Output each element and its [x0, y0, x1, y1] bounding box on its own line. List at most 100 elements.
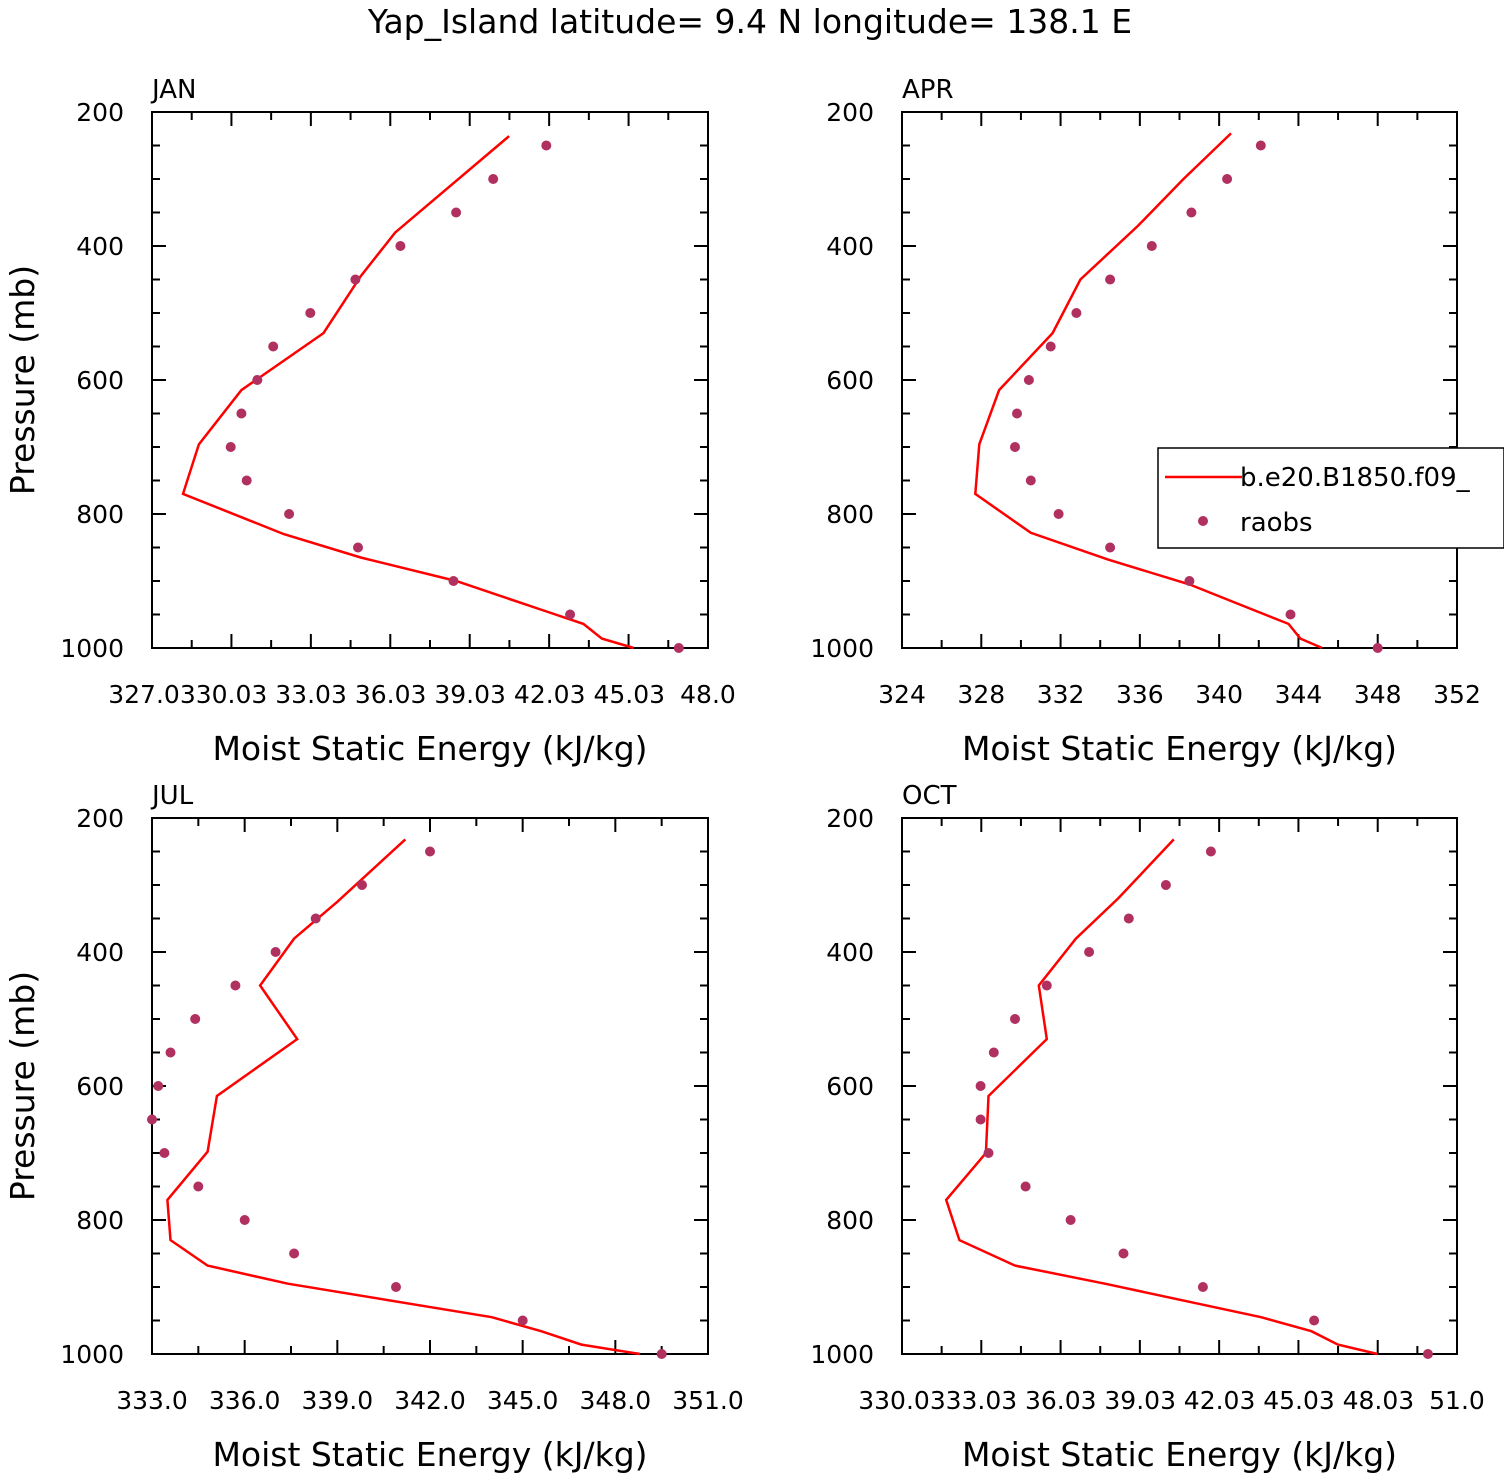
x-tick-label: 42.03: [1184, 1386, 1256, 1415]
raobs-point: [1025, 475, 1036, 486]
x-tick-label: 332: [1037, 680, 1085, 709]
raobs-point: [1105, 542, 1116, 553]
x-tick-label: 33.03: [946, 1386, 1018, 1415]
raobs-point: [1160, 880, 1171, 890]
raobs-point: [1020, 1181, 1031, 1192]
x-tick-label: 36.03: [1025, 1386, 1097, 1415]
legend-obs-label: raobs: [1240, 508, 1313, 538]
raobs-point: [1010, 1014, 1020, 1024]
x-axis-label: Moist Static Energy (kJ/kg): [962, 729, 1397, 768]
raobs-point: [1071, 308, 1082, 318]
raobs-point: [391, 1282, 401, 1292]
raobs-point: [1123, 913, 1134, 924]
y-axis-label: Pressure (mb): [3, 265, 42, 495]
raobs-point: [284, 509, 295, 519]
raobs-point: [1118, 1248, 1129, 1259]
raobs-point: [239, 1215, 250, 1225]
raobs-point: [1222, 174, 1233, 184]
y-tick-label: 800: [826, 500, 874, 529]
x-tick-label: 36.03: [355, 680, 427, 709]
raobs-point: [1309, 1315, 1320, 1326]
y-tick-label: 400: [826, 232, 874, 261]
x-tick-label: 330.03: [858, 1386, 945, 1415]
raobs-point: [1184, 576, 1195, 586]
x-tick-label: 324: [878, 680, 926, 709]
y-tick-label: 1000: [810, 634, 874, 663]
figure-title: Yap_Island latitude= 9.4 N longitude= 13…: [367, 2, 1132, 41]
raobs-point: [517, 1315, 528, 1326]
raobs-point: [1065, 1215, 1076, 1225]
raobs-point: [488, 174, 499, 184]
raobs-point: [673, 643, 684, 653]
model-profile-line: [181, 135, 635, 650]
x-tick-label: 345.0: [487, 1386, 559, 1415]
y-tick-label: 400: [76, 232, 124, 261]
x-tick-label: 351.0: [672, 1386, 744, 1415]
raobs-point: [252, 375, 263, 385]
raobs-point: [153, 1081, 164, 1091]
y-tick-label: 400: [76, 938, 124, 967]
raobs-point: [241, 475, 252, 486]
panel-title: JAN: [150, 75, 196, 105]
y-tick-label: 200: [826, 804, 874, 833]
panel-apr: 324 328 332 336 340 344 348 352 200 400 600 800 1000…: [810, 75, 1480, 768]
x-tick-label: 48.03: [1343, 1386, 1415, 1415]
raobs-point: [1041, 980, 1052, 991]
raobs-point: [147, 1114, 157, 1125]
raobs-point: [230, 980, 241, 991]
raobs-point: [395, 241, 406, 251]
y-tick-label: 1000: [60, 634, 124, 663]
raobs-point: [656, 1349, 667, 1359]
raobs-point: [289, 1248, 300, 1259]
raobs-point: [1012, 408, 1022, 419]
x-tick-label: 45.03: [593, 680, 665, 709]
y-tick-label: 200: [76, 804, 124, 833]
model-profile-line: [944, 838, 1378, 1356]
raobs-point: [193, 1181, 204, 1192]
y-tick-label: 600: [76, 1072, 124, 1101]
raobs-point: [350, 274, 361, 285]
x-tick-label: 348.0: [580, 1386, 652, 1415]
y-tick-label: 400: [826, 938, 874, 967]
raobs-point: [541, 140, 552, 151]
panel-title: APR: [902, 75, 954, 105]
y-tick-label: 800: [826, 1206, 874, 1235]
x-tick-label: 348: [1354, 680, 1402, 709]
panel-oct: 330.03 33.03 36.03 39.03 42.03 45.03 48.03 51.0…: [810, 781, 1484, 1474]
x-axis-label: Moist Static Energy (kJ/kg): [212, 1435, 647, 1474]
plot-frame: [151, 817, 709, 1355]
y-tick-label: 600: [76, 366, 124, 395]
raobs-point: [1053, 509, 1064, 519]
x-tick-label: 339.0: [302, 1386, 374, 1415]
x-tick-label: 333.0: [116, 1386, 188, 1415]
x-tick-label: 39.03: [434, 680, 506, 709]
raobs-point: [565, 609, 576, 620]
raobs-point: [975, 1114, 986, 1125]
raobs-point: [310, 913, 321, 924]
y-tick-label: 600: [826, 366, 874, 395]
x-tick-label: 336: [1116, 680, 1164, 709]
x-tick-label: 342.0: [394, 1386, 466, 1415]
y-axis-label: Pressure (mb): [3, 971, 42, 1201]
raobs-point: [190, 1014, 201, 1024]
x-tick-label: 33.03: [275, 680, 347, 709]
x-tick-label: 344: [1275, 680, 1323, 709]
x-tick-label: 39.03: [1104, 1386, 1176, 1415]
raobs-point: [236, 408, 247, 419]
raobs-point: [1422, 1349, 1433, 1359]
raobs-point: [1372, 643, 1383, 653]
raobs-point: [448, 576, 459, 586]
raobs-point: [1023, 375, 1034, 385]
raobs-point: [983, 1148, 994, 1158]
panel-jan: 327.03 30.03 33.03 36.03 39.03 42.03 45.03 48.0…: [3, 75, 736, 768]
raobs-point: [1146, 241, 1157, 251]
legend-obs-marker-icon: [1198, 516, 1208, 526]
raobs-point: [451, 207, 462, 218]
legend-box: [1157, 447, 1504, 549]
y-tick-label: 600: [826, 1072, 874, 1101]
raobs-point: [1285, 609, 1296, 620]
raobs-point: [1186, 207, 1197, 218]
raobs-point: [353, 542, 363, 553]
plot-frame: [901, 111, 1458, 649]
